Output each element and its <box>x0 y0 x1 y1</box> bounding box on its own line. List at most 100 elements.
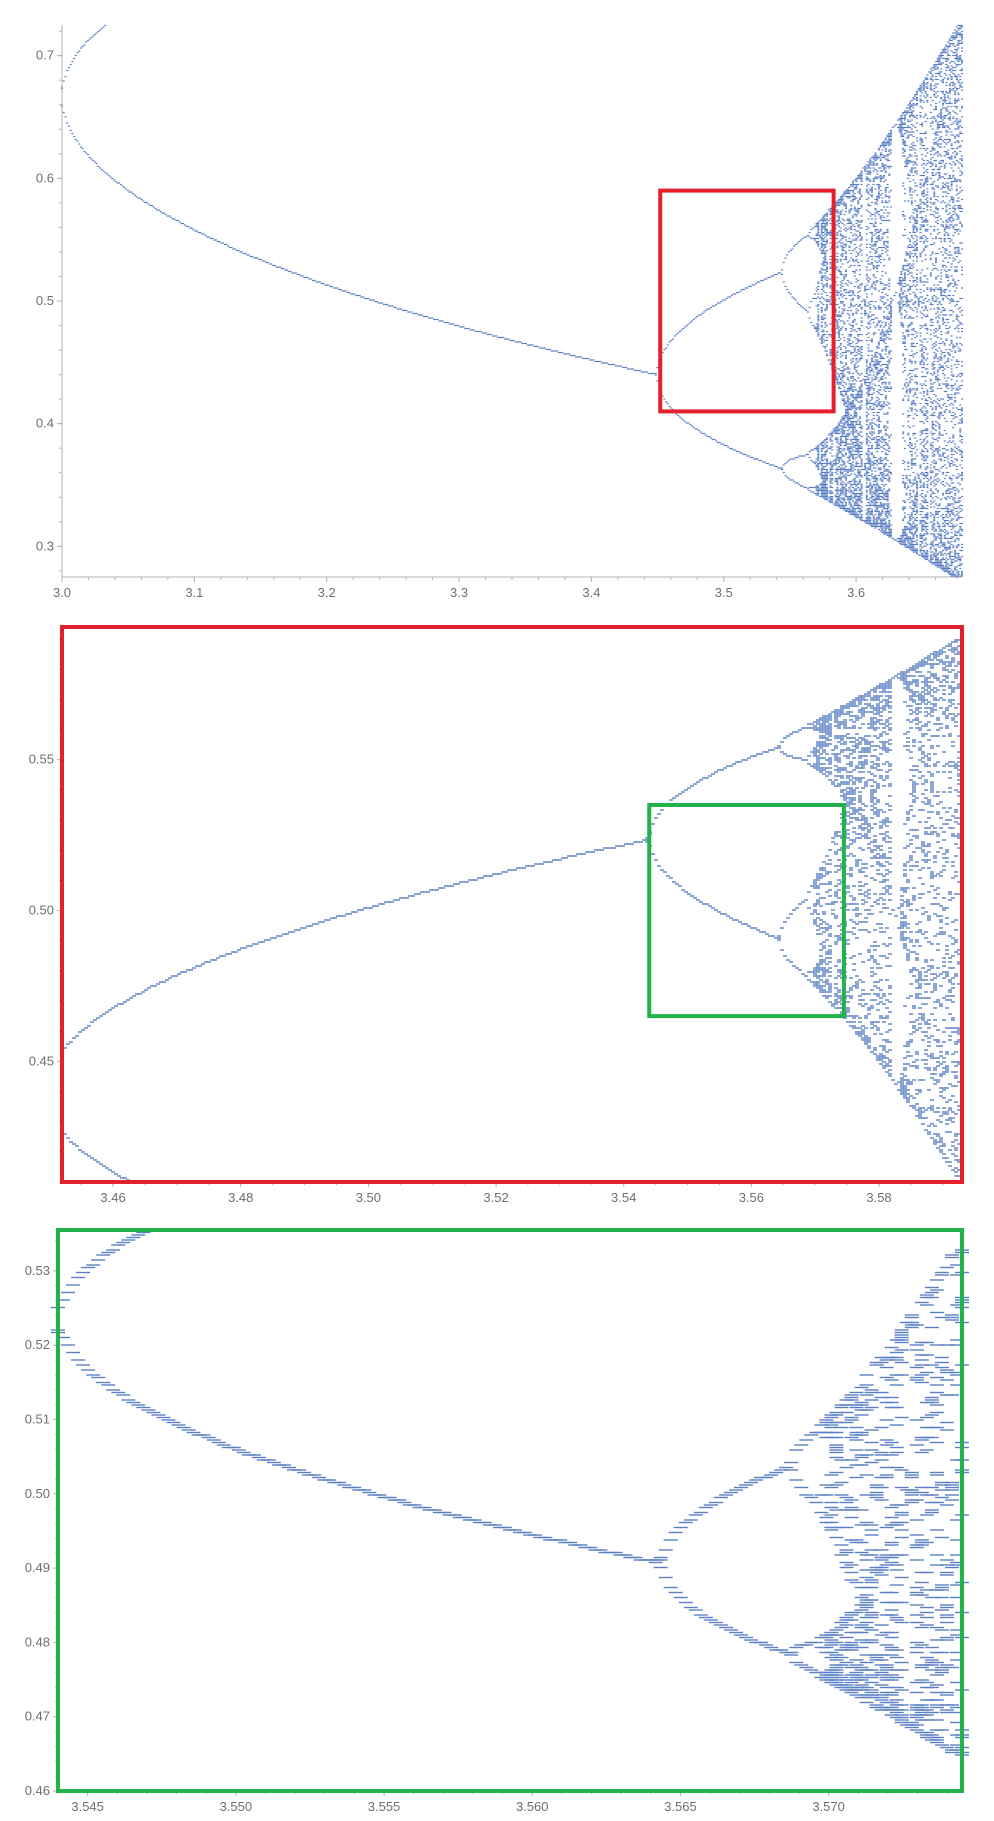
data-point <box>916 185 918 187</box>
data-point <box>907 288 910 291</box>
data-point <box>817 285 820 288</box>
data-point <box>852 299 854 301</box>
data-point <box>907 137 910 139</box>
data-point <box>819 248 822 250</box>
data-point <box>820 483 823 486</box>
data-point <box>850 228 853 231</box>
data-point <box>852 194 854 196</box>
data-point <box>890 131 892 133</box>
data-point <box>578 356 581 358</box>
data-point <box>685 324 688 327</box>
data-point <box>616 365 619 367</box>
data-point <box>838 468 841 471</box>
data-point <box>888 159 891 162</box>
data-point <box>871 461 873 463</box>
data-point <box>872 485 875 487</box>
data-point <box>843 294 846 297</box>
data-point <box>884 462 887 465</box>
data-point <box>858 251 861 253</box>
data-point <box>909 474 912 477</box>
data-point <box>824 446 827 448</box>
data-point <box>668 405 671 408</box>
data-point <box>869 243 872 246</box>
data-point <box>787 251 790 253</box>
data-point <box>850 447 853 450</box>
data-point <box>742 288 745 291</box>
data-point <box>869 303 872 306</box>
data-point <box>886 498 889 501</box>
data-point <box>902 431 905 433</box>
data-point <box>914 504 917 507</box>
data-point <box>857 210 860 213</box>
data-point <box>852 431 854 433</box>
data-point <box>843 431 846 433</box>
data-point <box>914 330 917 333</box>
data-point <box>903 192 906 195</box>
data-point <box>867 519 870 522</box>
data-point <box>853 192 856 195</box>
data-point <box>857 327 860 330</box>
data-point <box>812 237 815 240</box>
data-point <box>824 440 827 442</box>
data-point <box>832 464 835 466</box>
data-point <box>734 293 737 295</box>
data-point <box>916 551 918 553</box>
data-point <box>919 554 922 556</box>
data-point <box>858 333 861 336</box>
data-point <box>824 215 827 217</box>
data-point <box>860 441 863 444</box>
data-point <box>912 425 915 427</box>
data-point <box>883 492 886 495</box>
data-point <box>850 240 853 243</box>
data-point <box>66 122 69 124</box>
data-point <box>853 488 856 490</box>
data-point <box>858 422 861 424</box>
data-point <box>867 323 870 325</box>
data-point <box>907 486 910 489</box>
data-point <box>836 368 839 370</box>
data-point <box>909 387 912 390</box>
data-point <box>850 200 853 202</box>
data-point <box>860 399 863 402</box>
data-point <box>914 189 917 192</box>
data-point <box>886 308 889 310</box>
data-point <box>919 236 922 238</box>
data-point <box>857 339 860 342</box>
data-point <box>781 269 783 271</box>
data-point <box>848 491 851 493</box>
data-point <box>69 129 72 132</box>
data-point <box>874 203 877 205</box>
data-point <box>872 521 875 523</box>
data-point <box>877 423 880 426</box>
data-point <box>909 108 912 111</box>
data-point <box>869 386 872 388</box>
data-point <box>871 504 873 507</box>
data-point <box>838 477 841 480</box>
data-point <box>855 462 858 465</box>
data-point <box>839 378 842 381</box>
data-point <box>865 462 868 465</box>
data-point <box>907 119 910 121</box>
data-point <box>852 458 854 460</box>
data-point <box>867 197 870 199</box>
data-point <box>623 366 626 369</box>
data-point <box>838 204 841 207</box>
data-point <box>834 428 837 430</box>
data-point <box>886 305 889 307</box>
data-point <box>827 434 830 436</box>
data-point <box>817 332 820 334</box>
data-point <box>772 275 775 277</box>
data-point <box>912 327 915 330</box>
data-point <box>874 212 877 214</box>
data-point <box>852 386 854 388</box>
data-point <box>855 278 858 280</box>
data-point <box>914 443 917 445</box>
data-point <box>914 495 917 498</box>
data-point <box>834 374 837 376</box>
data-point <box>879 360 882 363</box>
data-point <box>350 293 352 295</box>
data-point <box>831 495 834 498</box>
data-point <box>301 275 304 277</box>
data-point <box>910 360 913 363</box>
data-point <box>903 338 906 340</box>
